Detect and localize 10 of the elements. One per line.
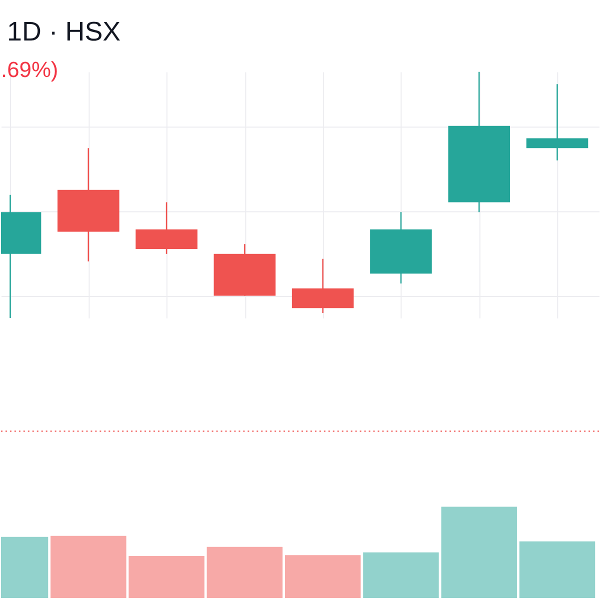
candlestick <box>526 83 588 162</box>
bar <box>519 541 596 598</box>
bar <box>128 556 204 598</box>
bar <box>50 536 126 598</box>
bar <box>206 546 283 598</box>
bar <box>363 552 439 598</box>
bar <box>441 506 517 598</box>
annotation: .69%) <box>0 57 58 82</box>
chart-title: 1D · HSX <box>6 16 121 46</box>
bar <box>284 555 361 598</box>
